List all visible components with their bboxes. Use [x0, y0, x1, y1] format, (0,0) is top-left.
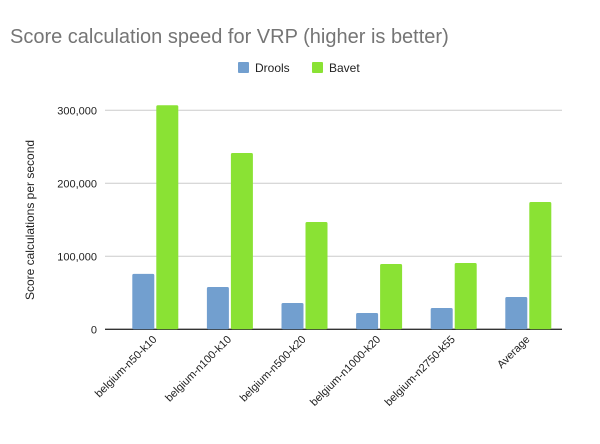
y-tick-label: 300,000 [57, 105, 97, 117]
bar-bavet [454, 262, 477, 330]
chart-title: Score calculation speed for VRP (higher … [10, 26, 449, 48]
x-tick-label: Average [495, 334, 532, 371]
bar-bavet [529, 201, 552, 330]
bar-bavet [305, 221, 328, 330]
bar-bavet [156, 105, 179, 330]
gridlines: 0 100,000 200,000 300,000 [57, 105, 562, 336]
legend-swatch-drools [238, 62, 249, 73]
x-tick-labels: belgium-n50-k10 belgium-n100-k10 belgium-n… [93, 334, 532, 409]
legend-label: Bavet [329, 61, 360, 75]
legend: Drools Bavet [238, 61, 360, 75]
y-tick-label: 0 [91, 324, 97, 336]
bar-drools [281, 303, 304, 330]
y-tick-label: 100,000 [57, 251, 97, 263]
bar-drools [132, 273, 155, 330]
bar-drools [505, 296, 528, 330]
bar-bavet [230, 153, 253, 330]
bar-drools [430, 307, 453, 330]
bar-bavet [380, 263, 403, 330]
x-tick-label: belgium-n1000-k20 [308, 334, 383, 409]
bars [132, 105, 552, 330]
x-tick-label: belgium-n500-k20 [238, 334, 309, 405]
x-tick-label: belgium-n100-k10 [163, 334, 234, 405]
legend-label: Drools [255, 61, 290, 75]
bar-drools [356, 312, 379, 330]
bar-drools [206, 286, 229, 330]
y-tick-label: 200,000 [57, 178, 97, 190]
y-axis-label: Score calculations per second [23, 140, 37, 300]
legend-swatch-bavet [312, 62, 323, 73]
x-tick-label: belgium-n50-k10 [93, 334, 159, 400]
x-tick-label: belgium-n2750-k55 [383, 334, 458, 409]
